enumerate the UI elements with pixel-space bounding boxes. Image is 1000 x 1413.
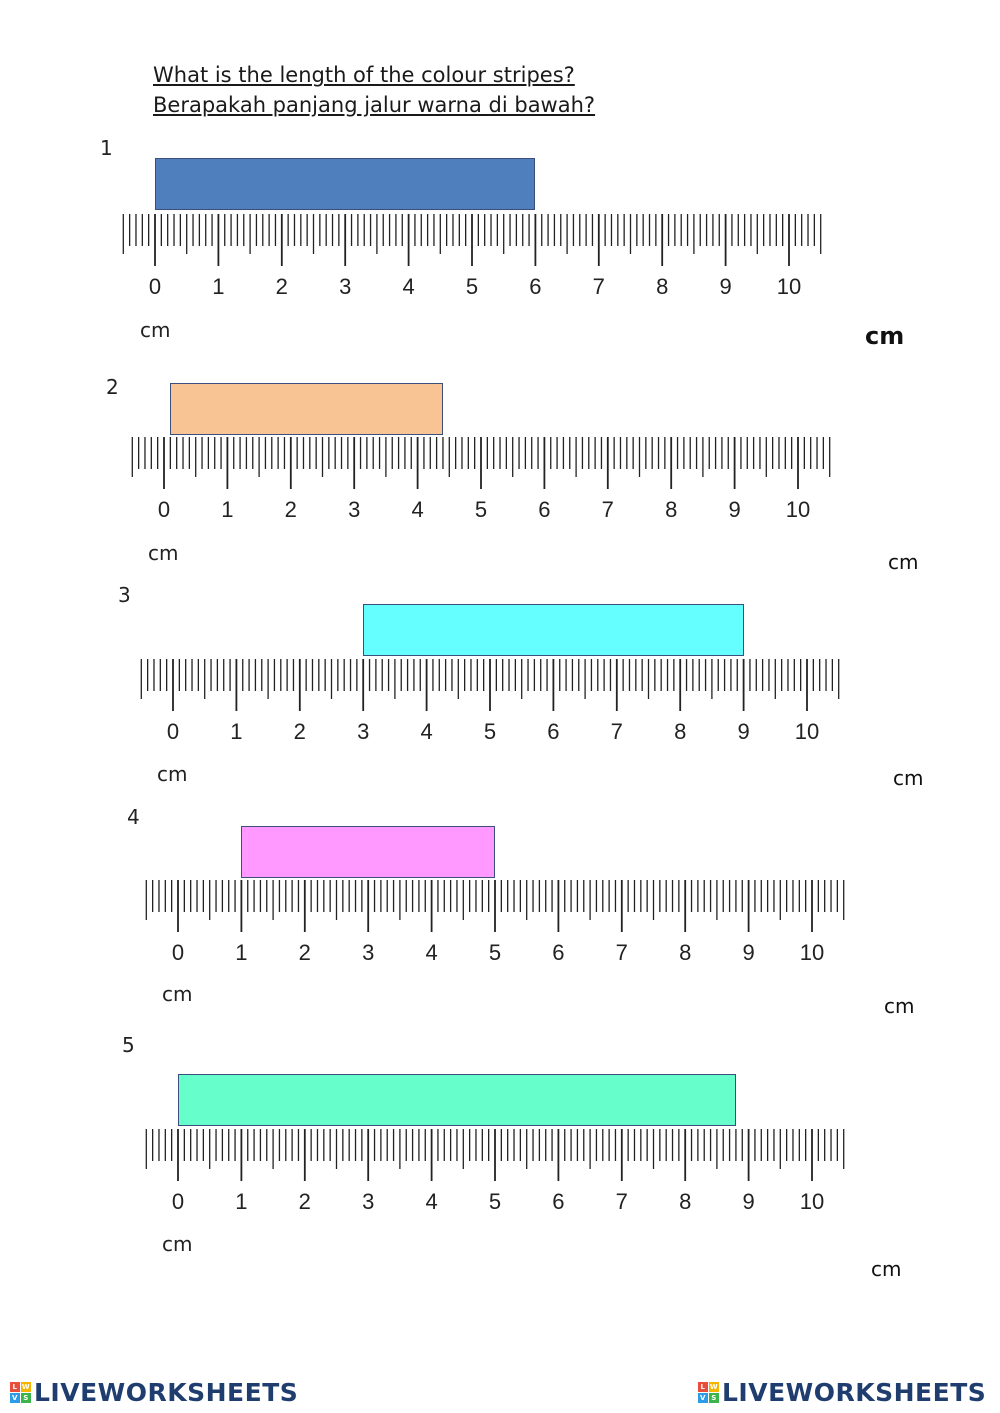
color-stripe: [241, 826, 495, 878]
ruler-tick-label: 1: [235, 1189, 247, 1214]
ruler-tick-label: 6: [552, 1189, 564, 1214]
color-stripe: [363, 604, 744, 656]
answer-unit[interactable]: cm: [884, 994, 915, 1018]
ruler-tick-label: 2: [285, 497, 297, 522]
ruler-unit-label: cm: [162, 982, 193, 1006]
question-number: 4: [127, 805, 140, 829]
ruler-tick-label: 5: [484, 719, 496, 744]
color-stripe: [155, 158, 536, 210]
ruler-tick-label: 2: [294, 719, 306, 744]
liveworksheets-logo-icon: L W V S: [10, 1382, 31, 1403]
ruler-tick-label: 1: [221, 497, 233, 522]
ruler-tick-label: 2: [276, 274, 288, 299]
ruler: 0 1 2 3 4 5 6 7 8 9 10: [145, 878, 853, 978]
ruler-tick-label: 6: [529, 274, 541, 299]
ruler-tick-label: 4: [402, 274, 414, 299]
liveworksheets-logo-icon: L W V S: [698, 1382, 719, 1403]
ruler-unit-label: cm: [148, 541, 179, 565]
ruler-graphic: 0 1 2 3 4 5 6 7 8 9 10: [131, 437, 831, 522]
ruler-tick-label: 0: [158, 497, 170, 522]
ruler-tick-label: 5: [489, 940, 501, 965]
ruler-tick-label: 8: [679, 1189, 691, 1214]
ruler-tick-label: 5: [489, 1189, 501, 1214]
instructions: What is the length of the colour stripes…: [153, 60, 595, 120]
ruler-tick-label: 0: [149, 274, 161, 299]
answer-unit[interactable]: cm: [865, 322, 905, 350]
ruler-tick-label: 0: [172, 1189, 184, 1214]
ruler-tick-label: 10: [777, 274, 801, 299]
ruler-tick-label: 9: [742, 1189, 754, 1214]
ruler: 0 1 2 3 4 5 6 7 8 9 10: [145, 1127, 853, 1227]
color-stripe: [178, 1074, 736, 1126]
ruler-unit-label: cm: [157, 762, 188, 786]
ruler-tick-label: 3: [339, 274, 351, 299]
ruler-tick-label: 7: [611, 719, 623, 744]
ruler-tick-label: 1: [235, 940, 247, 965]
ruler-tick-label: 1: [212, 274, 224, 299]
ruler-tick-label: 0: [172, 940, 184, 965]
brand-text: LIVEWORKSHEETS: [722, 1378, 987, 1407]
ruler-tick-label: 1: [230, 719, 242, 744]
ruler: 0 1 2 3 4 5 6 7 8 9 10: [140, 657, 848, 757]
ruler-unit-label: cm: [162, 1232, 193, 1256]
ruler-tick-label: 9: [742, 940, 754, 965]
ruler-tick-label: 3: [348, 497, 360, 522]
ruler-tick-label: 0: [167, 719, 179, 744]
question-number: 2: [106, 375, 119, 399]
ruler-tick-label: 9: [737, 719, 749, 744]
ruler: 0 1 2 3 4 5 6 7 8 9 10: [131, 435, 839, 535]
ruler-tick-label: 7: [602, 497, 614, 522]
ruler-tick-label: 9: [719, 274, 731, 299]
ruler-tick-label: 6: [547, 719, 559, 744]
brand-footer-left: L W V S LIVEWORKSHEETS: [10, 1378, 298, 1407]
ruler-unit-label: cm: [140, 318, 171, 342]
ruler-tick-label: 7: [616, 1189, 628, 1214]
ruler-tick-label: 7: [593, 274, 605, 299]
question-number: 3: [118, 583, 131, 607]
ruler-graphic: 0 1 2 3 4 5 6 7 8 9 10: [122, 214, 822, 299]
ruler-tick-label: 3: [362, 1189, 374, 1214]
instruction-english: What is the length of the colour stripes…: [153, 63, 575, 87]
ruler-graphic: 0 1 2 3 4 5 6 7 8 9 10: [145, 880, 845, 965]
ruler-tick-label: 3: [362, 940, 374, 965]
ruler-tick-label: 10: [800, 940, 824, 965]
ruler-tick-label: 5: [475, 497, 487, 522]
question-number: 1: [100, 136, 113, 160]
ruler-graphic: 0 1 2 3 4 5 6 7 8 9 10: [140, 659, 840, 744]
ruler-tick-label: 10: [795, 719, 819, 744]
color-stripe: [170, 383, 443, 435]
ruler-tick-label: 9: [728, 497, 740, 522]
ruler-tick-label: 4: [411, 497, 423, 522]
ruler-tick-label: 10: [800, 1189, 824, 1214]
ruler-tick-label: 2: [299, 940, 311, 965]
ruler-tick-label: 8: [656, 274, 668, 299]
ruler-tick-label: 4: [425, 940, 437, 965]
ruler-tick-label: 8: [674, 719, 686, 744]
answer-unit[interactable]: cm: [893, 766, 924, 790]
ruler-tick-label: 2: [299, 1189, 311, 1214]
brand-footer-right: L W V S LIVEWORKSHEETS: [698, 1378, 986, 1407]
ruler-tick-label: 3: [357, 719, 369, 744]
question-number: 5: [122, 1033, 135, 1057]
ruler-graphic: 0 1 2 3 4 5 6 7 8 9 10: [145, 1129, 845, 1214]
ruler-tick-label: 6: [552, 940, 564, 965]
ruler-tick-label: 4: [425, 1189, 437, 1214]
answer-unit[interactable]: cm: [871, 1257, 902, 1281]
instruction-malay: Berapakah panjang jalur warna di bawah?: [153, 93, 596, 117]
ruler-tick-label: 8: [679, 940, 691, 965]
ruler-tick-label: 7: [616, 940, 628, 965]
ruler-tick-label: 5: [466, 274, 478, 299]
ruler-tick-label: 8: [665, 497, 677, 522]
answer-unit[interactable]: cm: [888, 550, 919, 574]
ruler-tick-label: 6: [538, 497, 550, 522]
brand-text: LIVEWORKSHEETS: [34, 1378, 299, 1407]
ruler: 0 1 2 3 4 5 6 7 8 9 10: [122, 212, 830, 312]
ruler-tick-label: 4: [420, 719, 432, 744]
ruler-tick-label: 10: [786, 497, 810, 522]
